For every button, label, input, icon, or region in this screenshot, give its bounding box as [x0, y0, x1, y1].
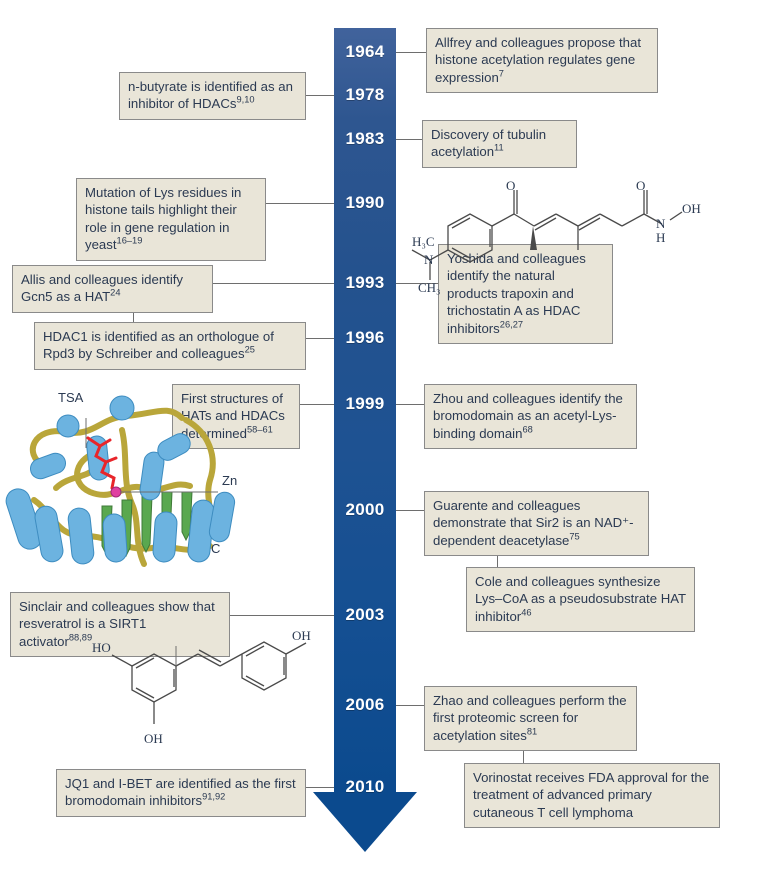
event-text: First structures of HATs and HDACs deter… [181, 391, 285, 441]
connector-2000 [396, 510, 424, 511]
event-text: Allis and colleagues identify Gcn5 as a … [21, 272, 184, 305]
event-box-hdac1-rpd3-1996[interactable]: HDAC1 is identified as an orthologue of … [34, 322, 306, 370]
hdac-label-c: C [211, 541, 221, 556]
event-box-gcn5-hat-1993[interactable]: Allis and colleagues identify Gcn5 as a … [12, 265, 213, 313]
timeline-year-1978: 1978 [345, 85, 385, 104]
event-refs: 46 [521, 607, 532, 618]
event-box-n-butyrate-1978[interactable]: n-butyrate is identified as an inhibitor… [119, 72, 306, 120]
hdac-label-zn: Zn [222, 473, 238, 488]
timeline-year-1993: 1993 [345, 273, 385, 292]
event-text: Guarente and colleagues demonstrate that… [433, 498, 634, 548]
connector-stack-2006 [523, 745, 524, 763]
connector-1999-right [396, 404, 424, 405]
connector-1999-left [300, 404, 334, 405]
event-text: n-butyrate is identified as an inhibitor… [128, 79, 293, 112]
event-text: Zhao and colleagues perform the first pr… [433, 693, 627, 743]
timeline-year-2010: 2010 [345, 777, 385, 796]
event-text: JQ1 and I-BET are identified as the firs… [65, 776, 296, 809]
connector-2010 [306, 787, 334, 788]
event-text: Discovery of tubulin acetylation [431, 127, 547, 160]
event-refs: 81 [526, 726, 538, 737]
resveratrol-label-OH-top: OH [292, 628, 311, 643]
timeline-year-1999: 1999 [345, 394, 385, 413]
timeline-spine [334, 28, 396, 796]
event-box-vorinostat-2006[interactable]: Vorinostat receives FDA approval for the… [464, 763, 720, 829]
connector-1983 [396, 139, 422, 140]
event-refs: 24 [110, 288, 121, 299]
tsa-label-N: N [656, 216, 666, 231]
event-box-allfrey-1964[interactable]: Allfrey and colleagues propose that hist… [426, 28, 658, 94]
tsa-label-N2: N [424, 252, 434, 267]
event-refs: 26,27 [499, 319, 524, 330]
event-text: Vorinostat receives FDA approval for the… [473, 770, 710, 820]
event-text: Yoshida and colleagues identify the natu… [447, 251, 586, 336]
event-box-jq1-ibet-2010[interactable]: JQ1 and I-BET are identified as the firs… [56, 769, 306, 817]
event-text: Allfrey and colleagues propose that hist… [435, 35, 642, 85]
tsa-label-O1: O [506, 178, 516, 193]
event-refs: 58–61 [246, 424, 273, 435]
timeline-year-1990: 1990 [345, 193, 385, 212]
connector-stack-2000 [497, 550, 498, 567]
event-text: Mutation of Lys residues in histone tail… [85, 185, 242, 253]
event-refs: 88,89 [68, 632, 93, 643]
tsa-label-OH: OH [682, 201, 701, 216]
resveratrol-label-HO: HO [92, 640, 111, 655]
timeline-year-2006: 2006 [345, 695, 385, 714]
event-refs: 91,92 [202, 792, 226, 803]
event-box-proteomic-screen-2006[interactable]: Zhao and colleagues perform the first pr… [424, 686, 637, 752]
tsa-label-H3C: H₃C [412, 234, 435, 249]
resveratrol-label-OH-bottom: OH [144, 731, 163, 746]
event-box-lys-mutation-1990[interactable]: Mutation of Lys residues in histone tail… [76, 178, 266, 261]
event-box-lys-coa-2000[interactable]: Cole and colleagues synthesize Lys–CoA a… [466, 567, 695, 633]
tsa-label-CH3: CH₃ [418, 280, 441, 295]
connector-2003 [230, 615, 334, 616]
connector-stack-1993 [133, 306, 134, 322]
event-box-first-structures-1999[interactable]: First structures of HATs and HDACs deter… [172, 384, 300, 450]
event-box-tubulin-1983[interactable]: Discovery of tubulin acetylation11 [422, 120, 577, 168]
timeline-year-1964: 1964 [345, 42, 385, 61]
event-refs: 7 [498, 68, 504, 79]
event-refs: 68 [522, 424, 533, 435]
event-text: Cole and colleagues synthesize Lys–CoA a… [475, 574, 686, 624]
event-text: Sinclair and colleagues show that resver… [19, 599, 215, 649]
connector-1993-left [213, 283, 334, 284]
event-refs: 9,10 [236, 95, 255, 106]
event-refs: 25 [244, 345, 255, 356]
event-refs: 11 [494, 143, 504, 154]
resveratrol-structure [111, 641, 307, 724]
timeline-year-1996: 1996 [345, 328, 385, 347]
connector-1993-right [396, 283, 438, 284]
timeline-year-1983: 1983 [345, 129, 385, 148]
event-refs: 75 [569, 531, 580, 542]
connector-1996 [306, 338, 334, 339]
trichostatin-a-structure [411, 190, 683, 280]
connector-1990 [266, 203, 334, 204]
connector-1978 [306, 95, 334, 96]
hdac-protein-structure-image [5, 395, 236, 567]
timeline-arrowhead [313, 792, 417, 852]
tsa-label-O2: O [636, 178, 646, 193]
tsa-label-NH-H: H [656, 230, 666, 245]
connector-1964 [396, 52, 426, 53]
timeline-year-2003: 2003 [345, 605, 385, 624]
event-box-bromodomain-1999[interactable]: Zhou and colleagues identify the bromodo… [424, 384, 637, 450]
event-text: HDAC1 is identified as an orthologue of … [43, 329, 274, 362]
event-box-resveratrol-2003[interactable]: Sinclair and colleagues show that resver… [10, 592, 230, 658]
event-text: Zhou and colleagues identify the bromodo… [433, 391, 623, 441]
connector-2006 [396, 705, 424, 706]
timeline-year-2000: 2000 [345, 500, 385, 519]
event-box-sir2-nad-2000[interactable]: Guarente and colleagues demonstrate that… [424, 491, 649, 557]
hdac-label-tsa: TSA [58, 390, 84, 405]
event-refs: 16–19 [116, 235, 143, 246]
